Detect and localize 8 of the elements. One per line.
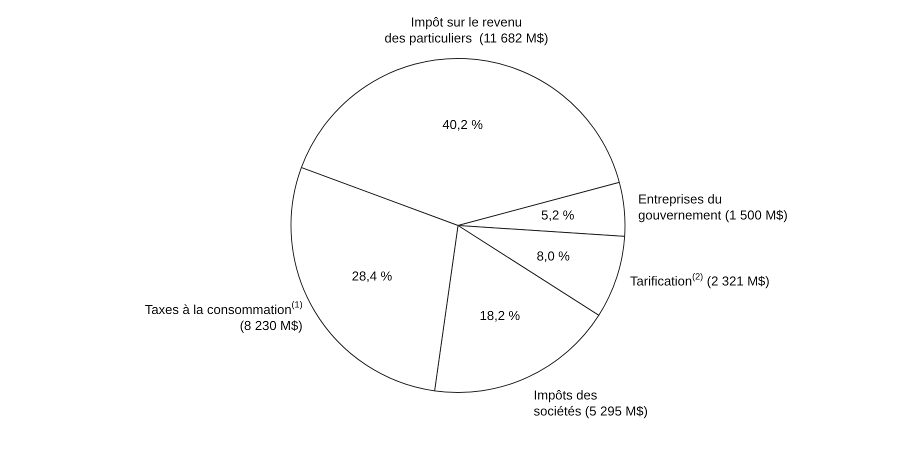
data-label: 5,2 %	[541, 207, 575, 222]
slice-label: Impôts des sociétés (5 295 M$)	[534, 388, 648, 419]
data-label: 40,2 %	[442, 116, 484, 132]
data-label: 8,0 %	[536, 248, 570, 264]
slice-label: Impôt sur le revenu des particuliers (11 682 M$)	[384, 14, 548, 46]
data-label: 18,2 %	[480, 308, 521, 324]
slice-label: Entreprises du gouvernement (1 500 M$)	[638, 191, 788, 222]
data-label: 28,4 %	[352, 268, 393, 284]
